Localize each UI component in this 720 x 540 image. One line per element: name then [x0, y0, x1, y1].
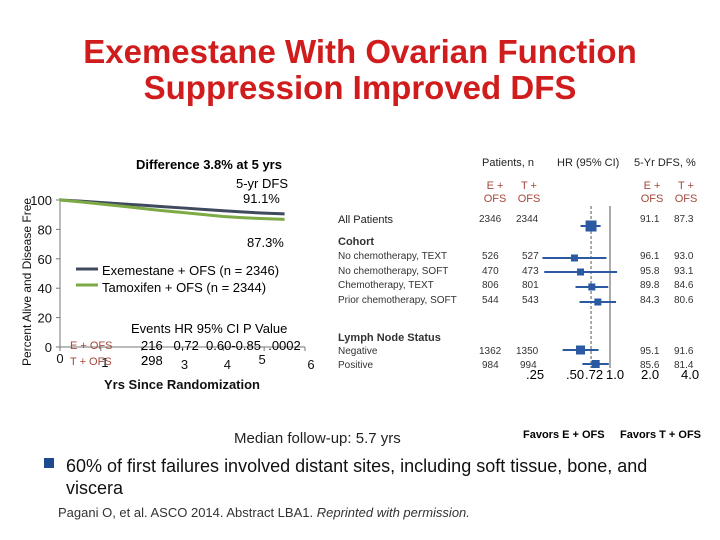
- col-dfs-header: 5-Yr DFS, %: [634, 157, 696, 169]
- citation: Pagani O, et al. ASCO 2014. Abstract LBA…: [58, 505, 470, 520]
- km-x-tick-label: 6: [307, 357, 314, 372]
- n-t-value: 527: [522, 251, 539, 262]
- row-label: Positive: [338, 360, 374, 371]
- forest-tick-label: 1.0: [606, 367, 625, 382]
- forest-tick-label: .72: [585, 367, 604, 382]
- km-y-tick-label: 80: [38, 222, 52, 237]
- n-t-value: 2344: [516, 214, 539, 225]
- stats-header: Events HR 95% CI P Value: [131, 321, 288, 336]
- favors-t-label: Favors T + OFS: [620, 429, 701, 441]
- n-e-value: 984: [482, 360, 499, 371]
- km-x-tick-label: 1: [101, 355, 108, 370]
- forest-hr-marker: [577, 268, 585, 276]
- n-t-value: 1350: [516, 346, 539, 357]
- n-e-value: 470: [482, 266, 499, 277]
- n-t-value: 801: [522, 280, 539, 291]
- legend-tam-label: Tamoxifen + OFS (n = 2344): [102, 280, 267, 295]
- km-x-tick-label: 4: [224, 357, 231, 372]
- row-label: No chemotherapy, TEXT: [338, 251, 448, 262]
- bullet-text: 60% of first failures involved distant s…: [66, 456, 648, 498]
- five-yr-dfs-label: 5-yr DFS: [236, 176, 288, 191]
- dfs-t-value: 81.4: [674, 360, 694, 371]
- sub-header-t-dfs: T + OFS: [674, 180, 698, 205]
- forest-tick-label: 4.0: [681, 367, 700, 382]
- n-t-value: 994: [520, 360, 537, 371]
- exe-5yr-value: 91.1%: [243, 191, 280, 206]
- forest-hr-marker: [591, 360, 600, 368]
- n-e-value: 1362: [479, 346, 502, 357]
- legend-exe-label: Exemestane + OFS (n = 2346): [102, 263, 280, 278]
- n-e-value: 806: [482, 280, 499, 291]
- stats-exe-values: 216 0.72 0.60-0.85 .0002: [141, 338, 301, 353]
- n-e-value: 544: [482, 295, 499, 306]
- km-series-tamoxifen: [59, 198, 285, 221]
- n-t-value: 543: [522, 295, 539, 306]
- stats-exe-row-label: E + OFS: [70, 340, 113, 352]
- dfs-t-value: 84.6: [674, 280, 694, 291]
- dfs-e-value: 96.1: [640, 251, 660, 262]
- km-x-axis-label: Yrs Since Randomization: [104, 377, 260, 392]
- km-x-tick-label: 0: [56, 351, 63, 366]
- dfs-t-value: 91.6: [674, 346, 694, 357]
- group-header-all: All Patients: [338, 214, 394, 226]
- group-header-cohort: Cohort: [338, 236, 375, 248]
- dfs-e-value: 84.3: [640, 295, 660, 306]
- row-label: Negative: [338, 346, 378, 357]
- n-e-value: 2346: [479, 214, 502, 225]
- citation-italic: Reprinted with permission.: [316, 505, 470, 520]
- group-header-lymph: Lymph Node Status: [338, 332, 441, 344]
- dfs-e-value: 95.1: [640, 346, 660, 357]
- page-subtitle: Suppression Improved DFS: [143, 69, 577, 106]
- dfs-e-value: 89.8: [640, 280, 660, 291]
- forest-hr-marker: [576, 345, 586, 355]
- forest-tick-label: .50: [566, 367, 585, 382]
- dfs-e-value: 95.8: [640, 266, 660, 277]
- forest-hr-marker: [585, 220, 597, 232]
- citation-text: Pagani O, et al. ASCO 2014. Abstract LBA…: [58, 505, 317, 520]
- median-followup: Median follow-up: 5.7 yrs: [234, 430, 401, 447]
- row-label: Prior chemotherapy, SOFT: [338, 295, 457, 306]
- km-x-tick-label: 5: [259, 352, 266, 367]
- stats-tam-row-label: T + OFS: [70, 356, 112, 368]
- page-title: Exemestane With Ovarian Function: [83, 33, 637, 70]
- difference-label: Difference 3.8% at 5 yrs: [136, 157, 282, 172]
- forest-tick-label: .25: [526, 367, 545, 382]
- sub-header-e-patients: E + OFS: [483, 180, 507, 205]
- col-patients-header: Patients, n: [482, 157, 534, 169]
- favors-e-label: Favors E + OFS: [523, 429, 605, 441]
- km-y-tick-label: 60: [38, 252, 52, 267]
- stats-tam-values: 298: [141, 353, 163, 368]
- dfs-e-value: 91.1: [640, 214, 660, 225]
- forest-hr-marker: [594, 298, 602, 306]
- forest-hr-marker: [588, 283, 596, 291]
- row-label: Chemotherapy, TEXT: [338, 280, 434, 291]
- km-y-tick-label: 20: [38, 311, 52, 326]
- n-e-value: 526: [482, 251, 499, 262]
- dfs-t-value: 87.3: [674, 214, 694, 225]
- dfs-t-value: 80.6: [674, 295, 694, 306]
- n-t-value: 473: [522, 266, 539, 277]
- col-hr-header: HR (95% CI): [557, 157, 620, 169]
- km-y-axis-label: Percent Alive and Disease Free: [20, 198, 34, 366]
- sub-header-t-patients: T + OFS: [517, 180, 541, 205]
- km-y-tick-label: 40: [38, 281, 52, 296]
- row-label: No chemotherapy, SOFT: [338, 266, 449, 277]
- dfs-t-value: 93.0: [674, 251, 694, 262]
- km-x-tick-label: 3: [181, 357, 188, 372]
- sub-header-e-dfs: E + OFS: [640, 180, 664, 205]
- km-y-tick-label: 0: [45, 340, 52, 355]
- dfs-t-value: 93.1: [674, 266, 694, 277]
- km-legend-lines: [76, 267, 98, 287]
- dfs-e-value: 85.6: [640, 360, 660, 371]
- forest-hr-marker: [570, 254, 578, 262]
- bullet-square-icon: [44, 458, 54, 468]
- tam-5yr-value: 87.3%: [247, 235, 284, 250]
- forest-tick-label: 2.0: [641, 367, 660, 382]
- km-y-tick-label: 100: [30, 193, 52, 208]
- km-x-tick-label: 2: [141, 353, 148, 368]
